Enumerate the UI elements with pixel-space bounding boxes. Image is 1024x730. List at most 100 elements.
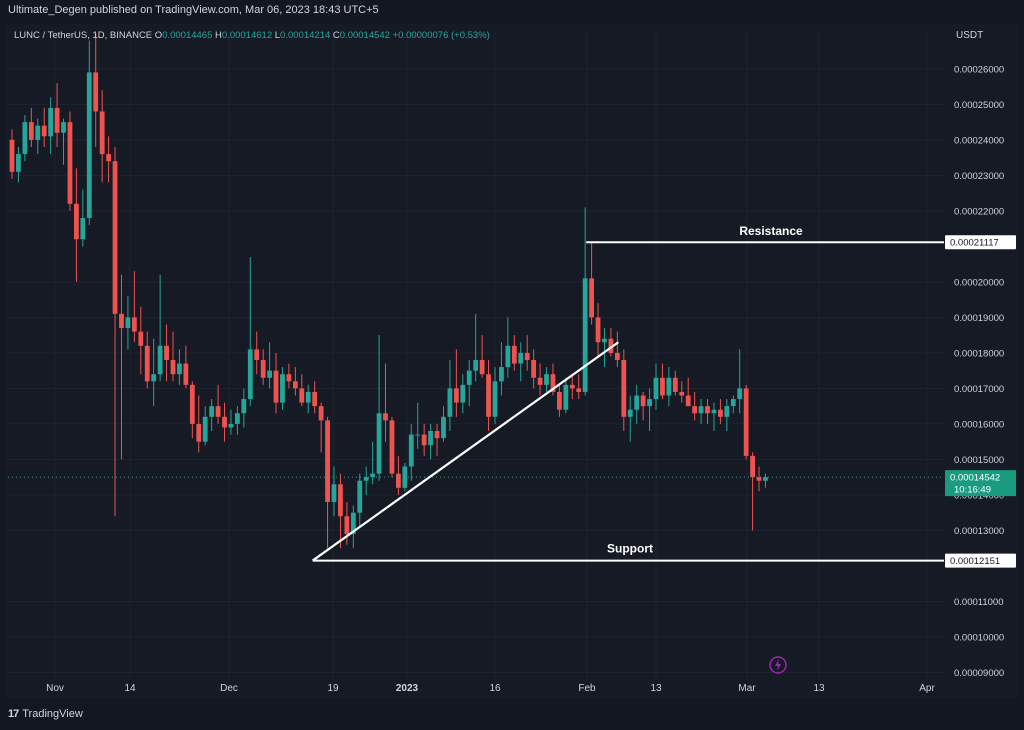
candle-body[interactable] — [563, 384, 569, 410]
candle-body[interactable] — [408, 434, 414, 467]
candle-body[interactable] — [370, 473, 376, 478]
candle-body[interactable] — [582, 278, 588, 392]
candle-body[interactable] — [511, 345, 517, 364]
candle-body[interactable] — [460, 384, 466, 403]
candle-body[interactable] — [228, 423, 234, 428]
candle-body[interactable] — [627, 409, 633, 417]
lightning-icon[interactable] — [769, 656, 787, 674]
candle-body[interactable] — [177, 363, 182, 375]
candle-body[interactable] — [363, 477, 369, 481]
candle-body[interactable] — [267, 370, 272, 378]
candle-body[interactable] — [202, 416, 208, 442]
candle-body[interactable] — [312, 391, 318, 407]
candle-body[interactable] — [486, 374, 491, 417]
candle-body[interactable] — [376, 413, 382, 474]
candle-body[interactable] — [138, 331, 144, 346]
candle-body[interactable] — [131, 317, 137, 332]
candle-body[interactable] — [666, 377, 672, 396]
candle-body[interactable] — [421, 434, 427, 446]
candle-body[interactable] — [119, 313, 124, 329]
candle-body[interactable] — [48, 107, 54, 137]
candle-body[interactable] — [569, 384, 575, 389]
candle-body[interactable] — [286, 374, 292, 382]
candle-body[interactable] — [35, 125, 41, 140]
candle-body[interactable] — [473, 360, 479, 371]
candle-body[interactable] — [415, 434, 421, 436]
candle-body[interactable] — [183, 363, 189, 385]
candle-body[interactable] — [428, 431, 433, 446]
candle-body[interactable] — [241, 399, 247, 414]
candle-body[interactable] — [189, 384, 195, 424]
candle-body[interactable] — [614, 352, 620, 360]
candle-body[interactable] — [389, 420, 395, 474]
candle-body[interactable] — [743, 388, 749, 456]
candle-body[interactable] — [235, 413, 240, 424]
candle-body[interactable] — [28, 122, 34, 140]
candle-body[interactable] — [41, 125, 47, 137]
candle-body[interactable] — [54, 107, 60, 133]
candle-body[interactable] — [595, 317, 601, 343]
candle-body[interactable] — [22, 122, 28, 155]
candle-body[interactable] — [292, 381, 298, 389]
candle-body[interactable] — [99, 111, 105, 155]
candle-body[interactable] — [222, 416, 227, 428]
candle-body[interactable] — [608, 338, 614, 353]
candle-body[interactable] — [125, 317, 131, 329]
candle-body[interactable] — [9, 139, 15, 172]
candle-body[interactable] — [299, 388, 305, 403]
candle-body[interactable] — [602, 338, 607, 343]
candle-body[interactable] — [698, 406, 704, 414]
candle-body[interactable] — [763, 477, 768, 481]
candle-body[interactable] — [672, 377, 678, 392]
candle-body[interactable] — [196, 423, 202, 442]
candle-body[interactable] — [112, 161, 118, 314]
candle-body[interactable] — [730, 399, 736, 407]
candle-body[interactable] — [338, 484, 343, 517]
candle-body[interactable] — [685, 395, 691, 407]
candle-body[interactable] — [505, 345, 511, 368]
candle-body[interactable] — [453, 388, 459, 403]
candle-body[interactable] — [86, 72, 92, 218]
candle-body[interactable] — [151, 374, 157, 382]
candle-body[interactable] — [750, 455, 755, 478]
candle-body[interactable] — [492, 381, 498, 417]
candle-body[interactable] — [537, 377, 543, 385]
candle-body[interactable] — [589, 278, 594, 318]
candle-body[interactable] — [621, 360, 627, 417]
candle-body[interactable] — [531, 360, 537, 378]
candle-body[interactable] — [254, 349, 260, 360]
candle-body[interactable] — [653, 377, 659, 400]
candle-body[interactable] — [61, 122, 66, 133]
candle-body[interactable] — [170, 360, 176, 375]
candle-body[interactable] — [383, 413, 388, 421]
candle-body[interactable] — [280, 374, 285, 403]
candle-body[interactable] — [344, 516, 350, 534]
candle-body[interactable] — [273, 370, 279, 403]
candle-body[interactable] — [718, 409, 723, 417]
trend-line[interactable] — [312, 341, 619, 562]
candle-body[interactable] — [544, 374, 549, 385]
candle-body[interactable] — [209, 406, 215, 417]
candle-body[interactable] — [479, 360, 485, 375]
candle-body[interactable] — [157, 345, 163, 375]
candle-body[interactable] — [318, 406, 324, 421]
candle-body[interactable] — [711, 409, 717, 414]
candle-body[interactable] — [260, 360, 266, 378]
candle-body[interactable] — [331, 484, 337, 503]
candle-body[interactable] — [80, 217, 86, 240]
candle-body[interactable] — [305, 391, 311, 403]
candle-body[interactable] — [640, 395, 646, 407]
candle-body[interactable] — [325, 420, 330, 503]
candle-body[interactable] — [737, 388, 743, 400]
candle-body[interactable] — [215, 406, 221, 417]
candle-body[interactable] — [16, 154, 21, 172]
candle-body[interactable] — [518, 352, 524, 364]
candle-body[interactable] — [441, 416, 446, 439]
candle-body[interactable] — [396, 473, 401, 488]
candle-body[interactable] — [434, 431, 440, 439]
candle-body[interactable] — [164, 345, 169, 360]
candle-body[interactable] — [724, 406, 730, 417]
candle-body[interactable] — [756, 477, 762, 481]
candle-body[interactable] — [705, 406, 710, 414]
